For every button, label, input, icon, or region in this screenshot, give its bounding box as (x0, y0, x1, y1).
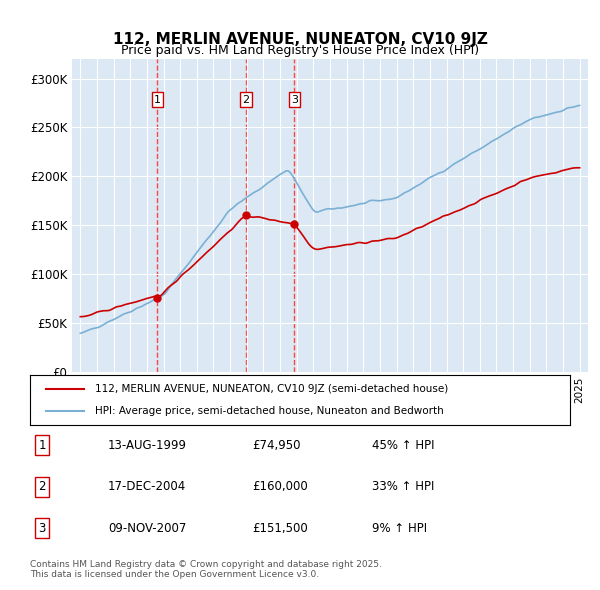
Text: Contains HM Land Registry data © Crown copyright and database right 2025.
This d: Contains HM Land Registry data © Crown c… (30, 560, 382, 579)
Text: 17-DEC-2004: 17-DEC-2004 (108, 480, 186, 493)
Text: HPI: Average price, semi-detached house, Nuneaton and Bedworth: HPI: Average price, semi-detached house,… (95, 406, 443, 416)
Text: 2: 2 (38, 480, 46, 493)
Text: £151,500: £151,500 (252, 522, 308, 535)
Text: 112, MERLIN AVENUE, NUNEATON, CV10 9JZ (semi-detached house): 112, MERLIN AVENUE, NUNEATON, CV10 9JZ (… (95, 384, 448, 394)
Text: 1: 1 (154, 94, 161, 104)
Text: 13-AUG-1999: 13-AUG-1999 (108, 439, 187, 452)
Text: 9% ↑ HPI: 9% ↑ HPI (372, 522, 427, 535)
Text: £74,950: £74,950 (252, 439, 301, 452)
Text: 3: 3 (38, 522, 46, 535)
Text: 09-NOV-2007: 09-NOV-2007 (108, 522, 187, 535)
Text: 3: 3 (291, 94, 298, 104)
Text: Price paid vs. HM Land Registry's House Price Index (HPI): Price paid vs. HM Land Registry's House … (121, 44, 479, 57)
Text: £160,000: £160,000 (252, 480, 308, 493)
Text: 112, MERLIN AVENUE, NUNEATON, CV10 9JZ: 112, MERLIN AVENUE, NUNEATON, CV10 9JZ (113, 32, 487, 47)
Text: 2: 2 (242, 94, 250, 104)
Text: 1: 1 (38, 439, 46, 452)
Text: 33% ↑ HPI: 33% ↑ HPI (372, 480, 434, 493)
Text: 45% ↑ HPI: 45% ↑ HPI (372, 439, 434, 452)
